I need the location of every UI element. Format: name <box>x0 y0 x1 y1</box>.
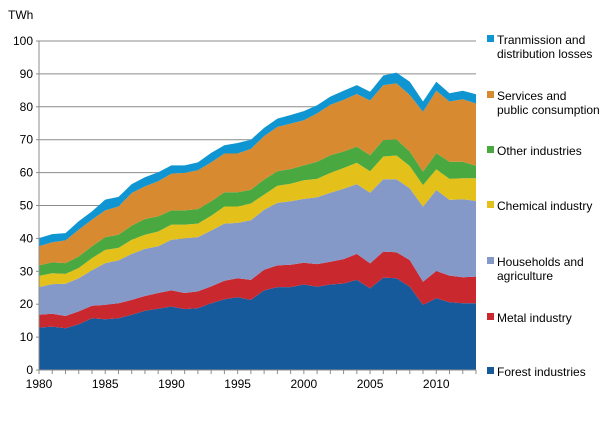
legend-label: Forest industries <box>497 365 586 379</box>
y-tick-label: 30 <box>20 264 34 278</box>
x-tick-label: 1995 <box>224 377 251 391</box>
legend-label: Metal industry <box>497 311 572 325</box>
x-tick-label: 2010 <box>423 377 450 391</box>
legend-label: Tranmission and <box>497 33 585 47</box>
y-axis-label: TWh <box>8 8 33 22</box>
legend-swatch <box>487 91 494 98</box>
legend-item: Forest industries <box>487 365 586 379</box>
legend-label: Chemical industry <box>497 199 592 213</box>
area-services-and-public-consumption <box>39 83 476 266</box>
legend-label: public consumption <box>497 103 600 117</box>
legend-label: Households and <box>497 255 584 269</box>
legend-swatch <box>487 313 494 320</box>
area-households-and-agriculture <box>39 179 476 316</box>
legend-swatch <box>487 257 494 264</box>
y-tick-label: 90 <box>20 67 34 81</box>
area-forest-industries <box>39 277 476 370</box>
x-tick-label: 2000 <box>290 377 317 391</box>
legend-label: agriculture <box>497 269 553 283</box>
legend-swatch <box>487 35 494 42</box>
y-tick-label: 40 <box>20 231 34 245</box>
area-chemical-industry <box>39 155 476 288</box>
legend-item: Metal industry <box>487 311 572 325</box>
series-areas <box>39 72 476 370</box>
y-tick-label: 20 <box>20 297 34 311</box>
y-tick-label: 10 <box>20 330 34 344</box>
y-tick-label: 50 <box>20 199 34 213</box>
x-tick-label: 1985 <box>92 377 119 391</box>
legend-swatch <box>487 367 494 374</box>
y-tick-label: 60 <box>20 166 34 180</box>
legend-swatch <box>487 201 494 208</box>
axes: 0 10 20 30 40 50 60 70 80 90 100 1980 1985 1990 1995 20… <box>13 34 477 391</box>
y-tick-label: 100 <box>13 34 33 48</box>
x-tick-label: 1990 <box>158 377 185 391</box>
legend-label: Other industries <box>497 144 582 158</box>
y-tick-label: 70 <box>20 133 34 147</box>
x-tick-label: 1980 <box>26 377 53 391</box>
area-metal-industry <box>39 251 476 329</box>
legend-item: Chemical industry <box>487 199 592 213</box>
legend-item: Other industries <box>487 144 582 158</box>
area-other-industries <box>39 139 476 276</box>
y-tick-label: 0 <box>26 363 33 377</box>
legend-swatch <box>487 146 494 153</box>
y-tick-label: 80 <box>20 100 34 114</box>
area-tranmission-and-distribution-losses <box>39 72 476 247</box>
legend-label: distribution losses <box>497 47 592 61</box>
legend-label: Services and <box>497 89 566 103</box>
x-tick-label: 2005 <box>357 377 384 391</box>
